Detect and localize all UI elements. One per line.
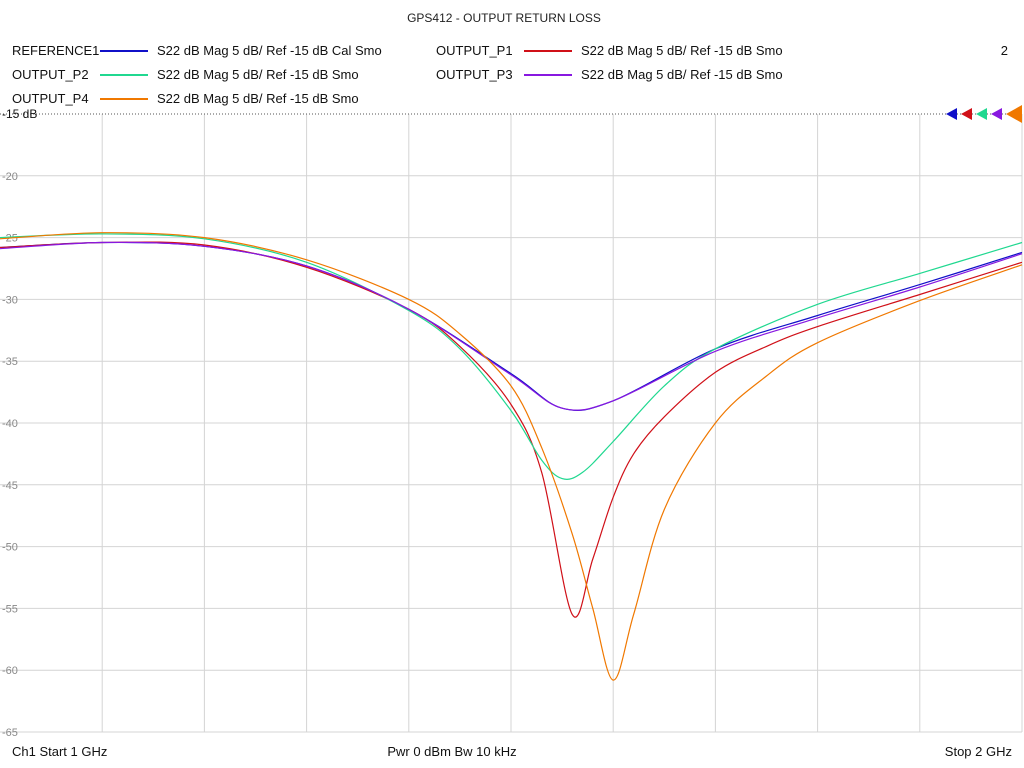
ref-marker-output-p2 — [976, 108, 987, 120]
legend-entry: REFERENCE1 S22 dB Mag 5 dB/ Ref -15 dB Ca… — [12, 43, 382, 58]
y-tick-label: -45 — [2, 480, 18, 492]
legend-entry: OUTPUT_P4 S22 dB Mag 5 dB/ Ref -15 dB Smo — [12, 91, 359, 106]
y-tick-label: -50 — [2, 542, 18, 554]
legend-series-name: OUTPUT_P4 — [12, 91, 89, 106]
y-tick-label: -20 — [2, 171, 18, 183]
reference-markers — [946, 105, 1022, 123]
y-tick-label: -40 — [2, 418, 18, 430]
y-tick-label: -55 — [2, 603, 18, 615]
ref-marker-output-p4 — [1006, 105, 1022, 123]
legend-entry: OUTPUT_P1 S22 dB Mag 5 dB/ Ref -15 dB Smo — [436, 43, 783, 58]
legend-series-desc: S22 dB Mag 5 dB/ Ref -15 dB Cal Smo — [157, 43, 382, 58]
channel-number: 2 — [1001, 43, 1008, 58]
legend-entry: OUTPUT_P3 S22 dB Mag 5 dB/ Ref -15 dB Smo — [436, 67, 783, 82]
y-tick-label: -15 dB — [2, 107, 37, 121]
trace-lines — [0, 232, 1023, 681]
footer-start: Ch1 Start 1 GHz — [12, 744, 107, 759]
legend-series-name: OUTPUT_P1 — [436, 43, 513, 58]
plot-grid — [0, 113, 1023, 733]
legend-series-name: REFERENCE1 — [12, 43, 99, 58]
ref-marker-reference1 — [946, 108, 957, 120]
y-tick-label: -60 — [2, 665, 18, 677]
legend-series-name: OUTPUT_P2 — [12, 67, 89, 82]
y-tick-label: -35 — [2, 356, 18, 368]
footer-power: Pwr 0 dBm Bw 10 kHz — [387, 744, 516, 759]
legend-entry: OUTPUT_P2 S22 dB Mag 5 dB/ Ref -15 dB Smo — [12, 67, 359, 82]
trace-output-p3 — [0, 241, 1023, 411]
legend-series-desc: S22 dB Mag 5 dB/ Ref -15 dB Smo — [157, 67, 359, 82]
chart-title: GPS412 - OUTPUT RETURN LOSS — [407, 11, 601, 25]
legend-series-desc: S22 dB Mag 5 dB/ Ref -15 dB Smo — [581, 43, 783, 58]
footer-stop: Stop 2 GHz — [945, 744, 1012, 759]
legend-series-desc: S22 dB Mag 5 dB/ Ref -15 dB Smo — [157, 91, 359, 106]
legend: REFERENCE1 S22 dB Mag 5 dB/ Ref -15 dB Ca… — [12, 43, 783, 106]
legend-series-desc: S22 dB Mag 5 dB/ Ref -15 dB Smo — [581, 67, 783, 82]
ref-marker-output-p3 — [991, 108, 1002, 120]
y-tick-label: -65 — [2, 727, 18, 739]
legend-series-name: OUTPUT_P3 — [436, 67, 513, 82]
trace-output-p4 — [0, 232, 1023, 681]
trace-output-p2 — [0, 233, 1023, 480]
ref-marker-output-p1 — [961, 108, 972, 120]
y-tick-label: -30 — [2, 294, 18, 306]
